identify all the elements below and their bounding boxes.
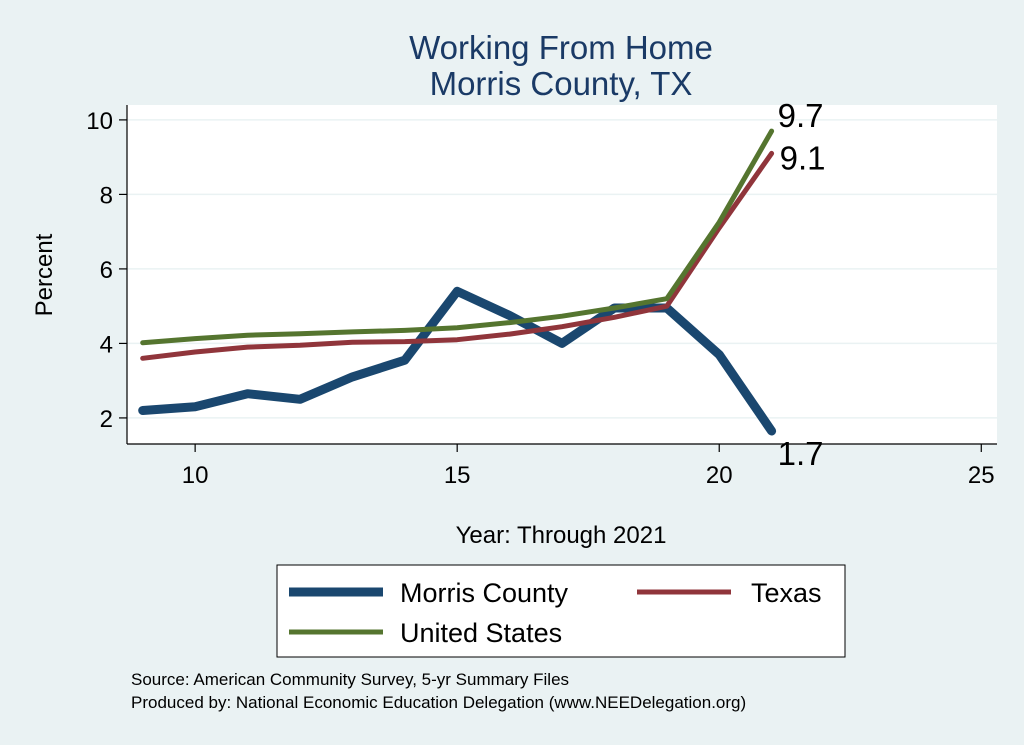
legend: Morris County Texas United States [289,578,822,648]
y-tick-label: 6 [100,257,113,284]
produced-by-note: Produced by: National Economic Education… [131,693,746,712]
end-label: 9.7 [778,97,824,134]
y-axis-ticks: 2 4 6 8 10 [86,108,127,433]
source-note: Source: American Community Survey, 5-yr … [131,670,569,689]
end-labels: 1.7 9.1 9.7 [778,97,826,472]
y-axis-title: Percent [31,233,58,316]
axes [126,105,997,445]
x-tick-label: 20 [706,462,733,489]
y-tick-label: 8 [100,182,113,209]
x-tick-label: 10 [182,462,209,489]
legend-box [276,564,846,658]
legend-label: United States [400,618,562,648]
chart-title-line-1: Working From Home [409,29,713,66]
series-line-texas [140,150,775,361]
x-axis-title: Year: Through 2021 [456,522,667,549]
end-label: 9.1 [780,139,826,176]
legend-label: Texas [751,578,822,608]
x-tick-label: 15 [444,462,471,489]
legend-label: Morris County [400,578,569,608]
x-axis-ticks: 10 15 20 25 [182,444,995,489]
chart-title-line-2: Morris County, TX [430,65,693,102]
x-tick-label: 25 [968,462,995,489]
series-line-united-states [140,128,775,346]
y-tick-label: 2 [100,406,113,433]
y-tick-label: 10 [86,108,113,135]
plot-area [127,105,997,444]
y-tick-label: 4 [100,331,113,358]
end-label: 1.7 [778,435,824,472]
series-lines [138,128,777,436]
